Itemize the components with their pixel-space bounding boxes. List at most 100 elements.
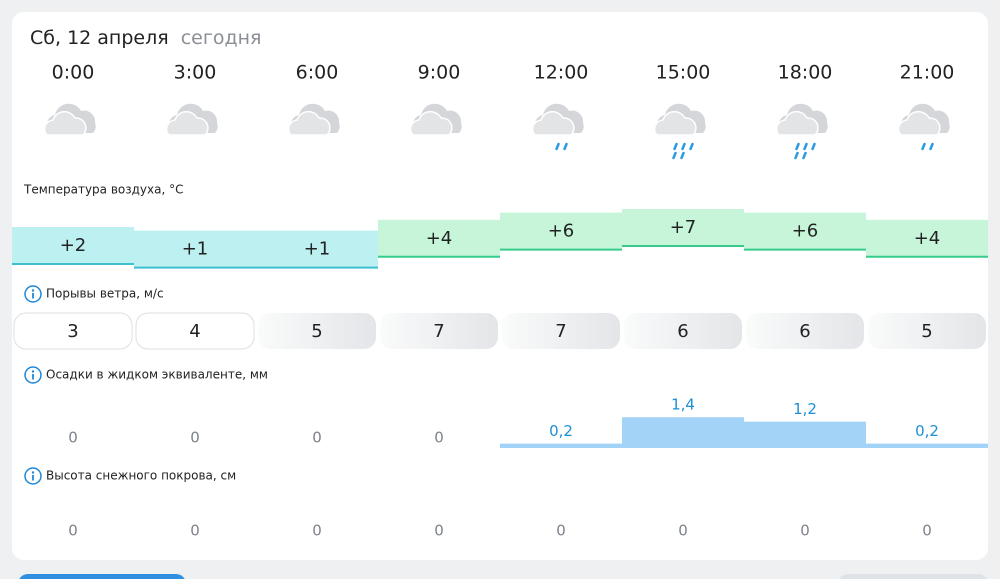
time-label: 18:00 [778,62,833,84]
wind-value: 6 [799,321,810,342]
weather-icon [165,103,218,136]
button[interactable] [838,574,988,579]
wind-value: 3 [67,321,78,342]
cloud [531,110,575,136]
raindrop [795,142,800,151]
precipitation-value: 0 [190,429,200,447]
time-label: 3:00 [174,62,217,84]
raindrop [802,151,807,160]
weather-icon [775,103,828,160]
temperature-label: +6 [548,221,575,242]
snow-value: 0 [556,522,566,540]
wind-value: 5 [921,321,932,342]
precipitation-area [622,417,744,448]
temperature-label: +1 [304,239,331,260]
time-label: 9:00 [418,62,461,84]
temperature-band [744,212,866,250]
precipitation-area [866,443,988,448]
snow-value: 0 [434,522,444,540]
wind-box [13,312,133,350]
cloud [43,110,87,136]
temperature-band [622,209,744,246]
today: сегодня [181,27,262,49]
time-label: 15:00 [656,62,711,84]
weather-icon [531,103,584,151]
precipitation-value: 1,2 [793,400,817,418]
info-icon[interactable] [24,366,42,384]
precipitation-value: 0,2 [915,422,939,440]
snow-value: 0 [922,522,932,540]
temperature-band [500,212,622,250]
wind-value: 4 [189,321,200,342]
wind-box [135,312,255,350]
wind-box [502,313,620,349]
info-icon[interactable] [24,467,42,485]
time-label: 0:00 [52,62,95,84]
raindrop [555,142,560,151]
time-label: 12:00 [534,62,589,84]
cloud [165,110,209,136]
button[interactable] [18,574,186,579]
raindrop [929,142,934,151]
cloud [287,110,331,136]
weather-icon [409,103,462,136]
raindrop [563,142,568,151]
precipitation-value: 0 [312,429,322,447]
wind-box [746,313,864,349]
wind-value: 7 [433,321,444,342]
temperature-band [256,230,378,268]
raindrop [803,142,808,151]
temperature-band [12,227,134,264]
weather-icon [43,103,96,136]
raindrop [681,142,686,151]
raindrop [921,142,926,151]
wind-box [868,313,986,349]
temperature-band [378,219,500,257]
section-title: Порывы ветра, м/с [46,287,164,301]
info-icon[interactable] [24,285,42,303]
raindrop [680,151,685,160]
time-label: 6:00 [296,62,339,84]
precipitation-value: 0 [434,429,444,447]
temperature-label: +7 [670,217,697,238]
snow-value: 0 [68,522,78,540]
cloud [775,110,819,136]
precipitation-value: 1,4 [671,396,695,414]
wind-value: 7 [555,321,566,342]
wind-value: 5 [311,321,322,342]
wind-box [380,313,498,349]
snow-value: 0 [190,522,200,540]
snow-value: 0 [678,522,688,540]
precipitation-value: 0 [68,429,78,447]
temperature-label: +2 [60,235,87,256]
raindrop [673,142,678,151]
snow-value: 0 [312,522,322,540]
time-label: 21:00 [900,62,955,84]
wind-value: 6 [677,321,688,342]
cloud [409,110,453,136]
temperature-label: +6 [792,221,819,242]
precipitation-value: 0,2 [549,422,573,440]
weather-icon [653,103,706,160]
section-title: Осадки в жидком эквиваленте, мм [46,368,268,382]
wind-box [624,313,742,349]
wind-box [258,313,376,349]
weather-icon [287,103,340,136]
temperature-label: +1 [182,239,209,260]
temperature-label: +4 [914,228,941,249]
temperature-band [134,230,256,268]
weather-icon [897,103,950,151]
raindrop [672,151,677,160]
raindrop [811,142,816,151]
date: Сб, 12 апреля [30,27,169,49]
temperature-band [866,219,988,257]
date-header: Сб, 12 апреля сегодня [30,27,261,49]
precipitation-area [500,443,622,448]
raindrop [794,151,799,160]
temperature-label: +4 [426,228,453,249]
section-title: Температура воздуха, °C [23,183,184,197]
cloud [897,110,941,136]
section-title: Высота снежного покрова, см [46,469,236,483]
cloud [653,110,697,136]
